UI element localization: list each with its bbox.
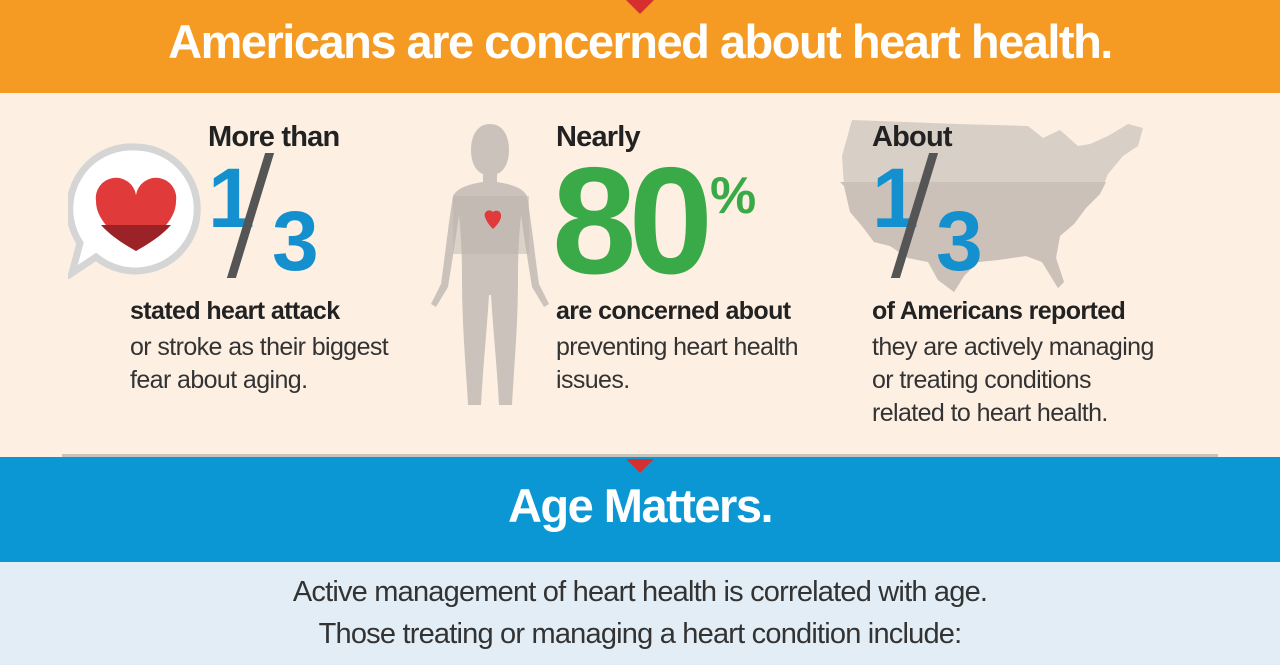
stat3-line: related to heart health. bbox=[872, 399, 1108, 427]
arrow-down-icon bbox=[626, 459, 654, 473]
section2-panel bbox=[0, 562, 1280, 665]
stat1-denominator: 3 bbox=[272, 194, 319, 288]
stat2-value: 80 bbox=[552, 136, 713, 306]
stat3-lead: About bbox=[872, 121, 953, 153]
stat3-line: they are actively managing bbox=[872, 333, 1154, 361]
us-map-icon bbox=[840, 120, 1143, 292]
stat1-text: or stroke as their biggest fear about ag… bbox=[130, 331, 389, 397]
section2-title: Age Matters. bbox=[507, 479, 774, 532]
heart-speech-bubble-icon bbox=[68, 143, 201, 279]
stat1-lead: More than bbox=[208, 121, 340, 153]
stat3-bold-text: of Americans reported bbox=[872, 297, 1126, 325]
stat3-denominator: 3 bbox=[936, 194, 983, 288]
stat2-unit: % bbox=[710, 167, 757, 225]
human-body-heart-icon bbox=[431, 124, 549, 405]
stat3-line: or treating conditions bbox=[872, 366, 1091, 394]
stat2-bold-text: are concerned about bbox=[556, 297, 791, 325]
section2-line: Those treating or managing a heart condi… bbox=[318, 618, 963, 650]
stat2-lead: Nearly bbox=[556, 121, 641, 153]
stat1-line: fear about aging. bbox=[130, 366, 308, 394]
stat3-text: they are actively managing or treating c… bbox=[872, 331, 1154, 430]
stat1-bold-text: stated heart attack bbox=[130, 297, 340, 325]
page-title: Americans are concerned about heart heal… bbox=[168, 15, 1113, 68]
stat2-line: preventing heart health bbox=[556, 333, 799, 361]
stat2-line: issues. bbox=[556, 366, 630, 394]
divider bbox=[62, 454, 1218, 457]
arrow-down-icon bbox=[626, 0, 654, 14]
section2-line: Active management of heart health is cor… bbox=[292, 576, 988, 608]
section2-band bbox=[0, 457, 1280, 562]
stat1-line: or stroke as their biggest bbox=[130, 333, 389, 361]
stat2-text: preventing heart health issues. bbox=[556, 331, 799, 397]
header-band bbox=[0, 0, 1280, 93]
